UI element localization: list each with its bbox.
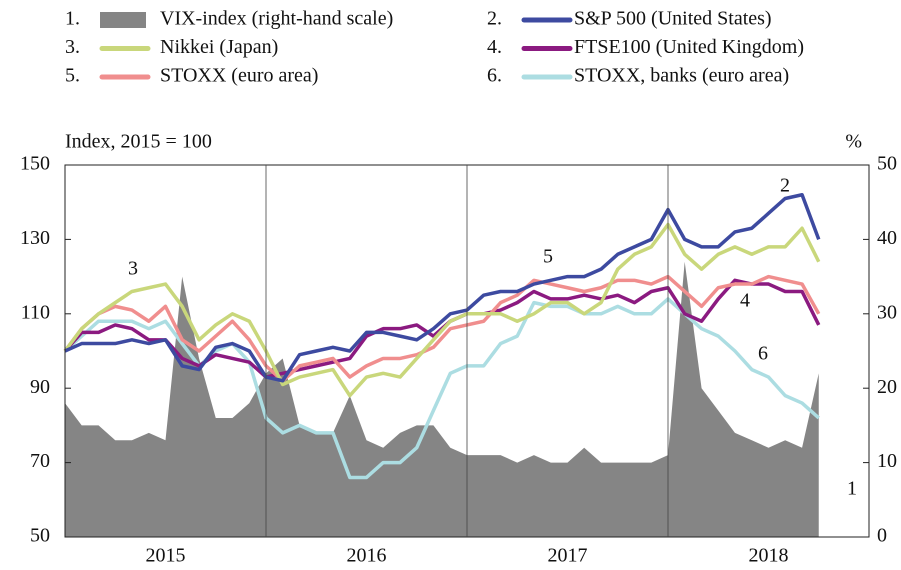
line (63, 297, 820, 480)
series-label: 6 (758, 343, 768, 365)
x-tick-label: 2016 (347, 545, 387, 567)
series-label: 4 (740, 290, 750, 312)
legend-index: 6. (487, 65, 502, 87)
y2-tick-label: 10 (877, 450, 897, 472)
series-label: 1 (847, 478, 857, 500)
legend-index: 5. (65, 65, 80, 87)
y-tick-label: 150 (20, 153, 50, 175)
y2-axis-label: % (845, 131, 862, 153)
line (64, 193, 821, 383)
legend-label: FTSE100 (United Kingdom) (574, 36, 804, 58)
y-tick-label: 110 (21, 301, 50, 323)
line (63, 274, 821, 383)
y-tick-label: 70 (30, 450, 50, 472)
legend-index: 1. (65, 8, 80, 30)
y-axis-label: Index, 2015 = 100 (65, 131, 212, 153)
legend-label: STOXX (euro area) (160, 65, 318, 87)
x-tick-label: 2015 (146, 545, 186, 567)
y-tick-label: 90 (30, 376, 50, 398)
legend-label: VIX-index (right-hand scale) (160, 8, 393, 30)
legend-index: 4. (487, 36, 502, 58)
y2-tick-label: 50 (877, 153, 897, 175)
area (65, 261, 819, 537)
x-tick-label: 2017 (548, 545, 588, 567)
legend-index: 2. (487, 8, 502, 30)
x-tick-label: 2018 (749, 545, 789, 567)
legend-label: Nikkei (Japan) (160, 36, 278, 58)
legend-label: STOXX, banks (euro area) (574, 65, 789, 87)
series-label: 3 (128, 258, 138, 280)
y-tick-label: 130 (20, 227, 50, 249)
y2-tick-label: 20 (877, 376, 897, 398)
y2-tick-label: 30 (877, 301, 897, 323)
series-label: 2 (780, 175, 790, 197)
y2-tick-label: 40 (877, 227, 897, 249)
legend-swatch (100, 12, 146, 28)
y2-tick-label: 0 (877, 525, 887, 547)
series-label: 5 (543, 246, 553, 268)
y-tick-label: 50 (30, 525, 50, 547)
legend-index: 3. (65, 36, 80, 58)
legend-label: S&P 500 (United States) (574, 8, 772, 30)
line (63, 222, 821, 398)
